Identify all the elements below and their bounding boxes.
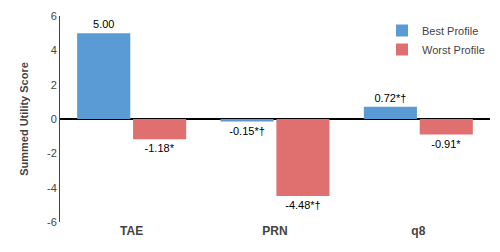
svg-text:-6: -6 [47, 216, 57, 228]
svg-text:-0.91*: -0.91* [431, 138, 461, 150]
svg-text:0: 0 [51, 113, 57, 125]
svg-text:6: 6 [51, 10, 57, 22]
svg-text:-1.18*: -1.18* [145, 142, 175, 154]
svg-text:Summed Utility Score: Summed Utility Score [18, 62, 30, 176]
svg-text:Best Profile: Best Profile [422, 25, 478, 37]
svg-text:PRN: PRN [262, 224, 287, 238]
svg-text:q8: q8 [411, 224, 425, 238]
svg-text:0.72*†: 0.72*† [374, 92, 406, 104]
svg-text:-0.15*†: -0.15*† [229, 125, 264, 137]
svg-text:Worst Profile: Worst Profile [422, 44, 485, 56]
svg-text:5.00: 5.00 [93, 18, 114, 30]
svg-text:4: 4 [51, 44, 57, 56]
svg-text:2: 2 [51, 79, 57, 91]
svg-text:-4: -4 [47, 182, 57, 194]
svg-text:-4.48*†: -4.48*† [285, 199, 320, 211]
svg-text:TAE: TAE [120, 224, 143, 238]
svg-text:-2: -2 [47, 147, 57, 159]
